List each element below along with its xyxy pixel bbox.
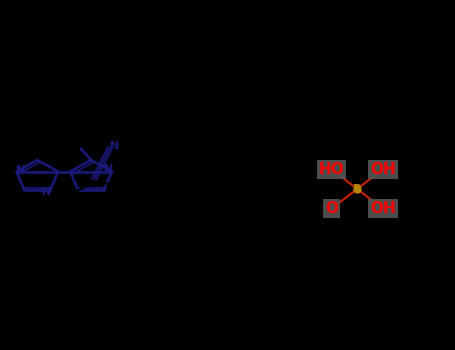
Text: HO: HO [318, 162, 344, 177]
Text: P: P [353, 184, 361, 194]
Text: OH: OH [370, 162, 396, 177]
Text: N: N [15, 165, 25, 175]
Text: N: N [42, 188, 51, 197]
Text: N: N [110, 141, 119, 151]
Text: N: N [103, 164, 113, 174]
Text: OH: OH [370, 201, 396, 216]
Text: O: O [325, 201, 338, 216]
